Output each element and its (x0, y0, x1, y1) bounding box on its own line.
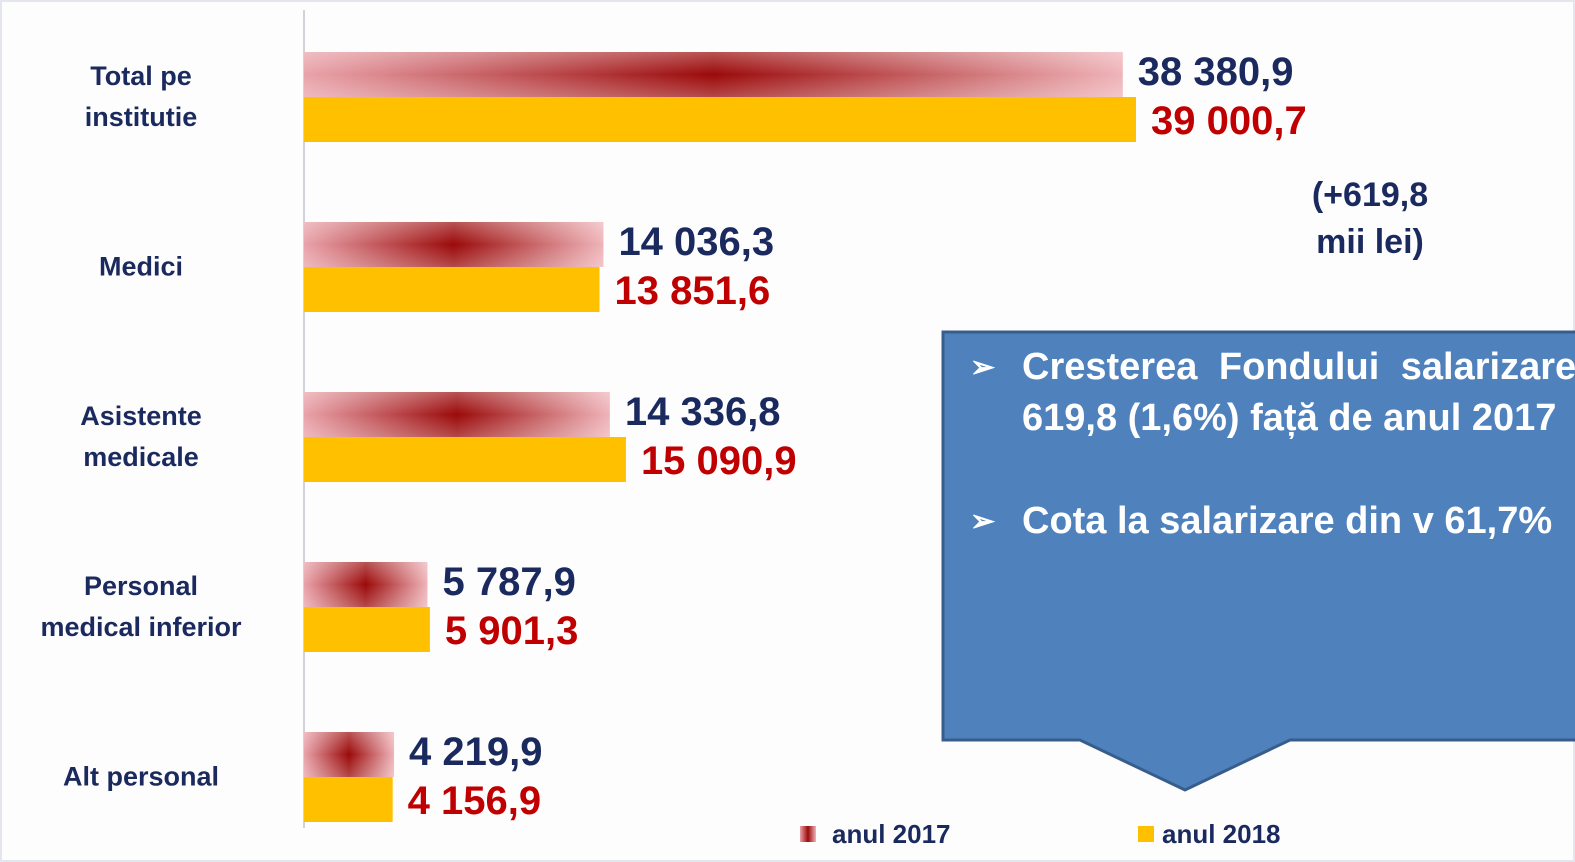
bar (304, 267, 600, 312)
value-label: 5 787,9 (442, 560, 575, 604)
bullet: Cota la salarizare din v 61,7% (970, 496, 1575, 547)
legend-label: anul 2018 (1162, 819, 1281, 849)
value-label: 14 336,8 (625, 390, 781, 434)
value-label: 39 000,7 (1151, 99, 1307, 143)
value-label: 4 219,9 (409, 730, 542, 774)
category-label: Medici (98, 251, 184, 282)
category-label: Asistente medicale (80, 401, 202, 472)
category-label: Alt personal (62, 761, 220, 792)
value-label: 13 851,6 (615, 269, 771, 313)
bar-shade (304, 392, 610, 437)
value-label: 5 901,3 (445, 609, 578, 653)
annotation: (+619,8 mii lei) (1311, 176, 1429, 261)
callout-text: Cresterea Fondului salarizare cu 619,8 (… (970, 342, 1575, 599)
value-label: 4 156,9 (408, 779, 541, 823)
bar-shade (304, 562, 428, 607)
bar (304, 437, 626, 482)
callout-box (941, 330, 1575, 792)
legend-swatch (1138, 826, 1154, 842)
legend-swatch (800, 826, 816, 842)
category-label: Total pe institutie (84, 61, 198, 132)
bar (304, 607, 430, 652)
bar (304, 97, 1137, 142)
bar-shade (304, 732, 395, 777)
legend-label: anul 2017 (832, 819, 951, 849)
bullet: Cresterea Fondului salarizare cu 619,8 (… (970, 342, 1575, 444)
bar-shade (304, 222, 604, 267)
category-label: Personal medical inferior (40, 571, 242, 642)
bar-shade (304, 52, 1123, 97)
value-label: 38 380,9 (1138, 50, 1294, 94)
value-label: 14 036,3 (618, 220, 774, 264)
bar (304, 777, 393, 822)
value-label: 15 090,9 (641, 439, 797, 483)
